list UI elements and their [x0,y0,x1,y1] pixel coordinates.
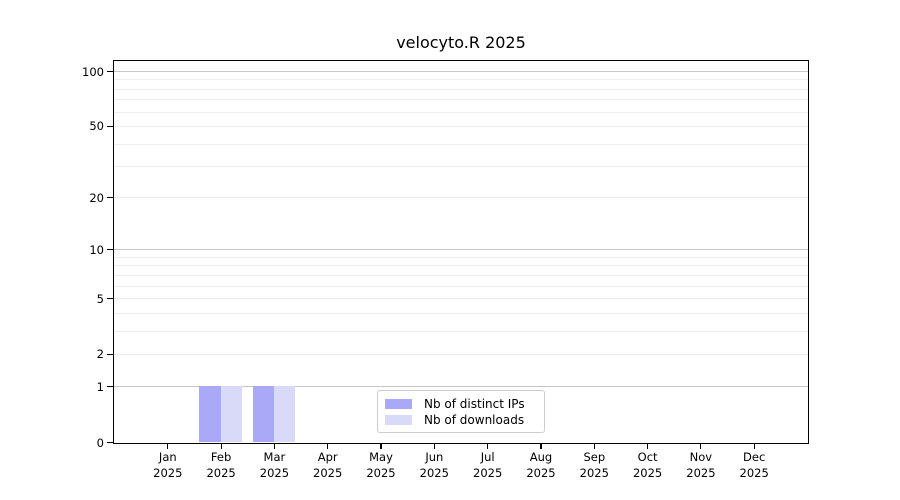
x-tick-label: Dec 2025 [739,450,769,480]
y-tick [107,353,113,355]
x-tick [327,444,329,449]
y-gridline-minor [114,165,808,167]
x-tick [700,444,702,449]
x-tick [487,444,489,449]
y-gridline-minor [114,99,808,101]
y-gridline-minor [114,143,808,145]
y-tick-label: 20 [89,190,104,205]
y-tick [107,249,113,251]
y-tick-label: 5 [96,291,104,306]
x-tick [380,444,382,449]
bar-downloads-feb [220,386,242,442]
legend-label-downloads: Nb of downloads [424,413,525,427]
bar-distinct-ips-mar [252,386,274,442]
x-tick [753,444,755,449]
y-gridline-minor [114,197,808,199]
x-tick [593,444,595,449]
y-tick-label: 100 [82,64,104,79]
y-gridline-minor [114,88,808,90]
y-gridline-minor [114,298,808,299]
chart-title: velocyto.R 2025 [396,33,526,52]
x-tick-label: Jan 2025 [153,450,183,480]
y-gridline-minor [114,330,808,332]
y-tick [107,297,113,300]
x-tick-label: Jul 2025 [473,450,503,480]
y-tick-label: 50 [89,119,104,134]
y-tick [107,197,113,199]
x-tick [540,444,542,449]
y-tick [107,441,113,444]
y-gridline-minor [114,79,808,81]
x-tick-label: Apr 2025 [313,450,343,480]
legend-label-distinct-ips: Nb of distinct IPs [424,397,525,411]
legend-swatch-downloads [385,415,412,425]
legend-item-distinct-ips: Nb of distinct IPs [385,397,535,411]
y-gridline-minor [114,256,808,258]
y-tick-label: 0 [96,435,104,450]
x-tick [273,444,276,449]
x-tick-label: Sep 2025 [579,450,609,480]
plot-area: Nb of distinct IPs Nb of downloads [113,60,809,444]
x-tick-label: Feb 2025 [206,450,236,480]
y-tick-label: 2 [96,347,104,362]
bar-downloads-mar [273,386,296,442]
y-tick-label: 10 [89,242,104,257]
legend-swatch-distinct-ips [385,399,412,409]
x-tick-label: May 2025 [366,450,396,480]
y-gridline-major [114,71,808,72]
y-tick [107,70,113,73]
y-gridline-minor [114,111,808,113]
y-tick [107,125,113,128]
bar-distinct-ips-feb [199,386,221,442]
x-tick-label: Mar 2025 [259,450,290,480]
x-tick [433,444,435,449]
x-tick [646,444,649,449]
x-tick-label: Nov 2025 [686,450,716,480]
y-gridline-minor [114,285,808,287]
x-tick-label: Jun 2025 [419,450,449,480]
y-gridline-major [114,386,808,388]
x-tick-label: Aug 2025 [526,450,556,480]
x-tick [220,444,222,449]
legend-item-downloads: Nb of downloads [385,413,535,427]
y-gridline-minor [114,353,808,355]
y-gridline-minor [114,125,808,127]
legend: Nb of distinct IPs Nb of downloads [377,390,545,433]
y-gridline-major [114,249,808,251]
x-tick [167,444,169,449]
y-gridline-minor [114,274,808,276]
y-gridline-minor [114,312,808,314]
y-gridline-minor [114,265,808,267]
y-tick-label: 1 [96,379,104,394]
y-tick [107,386,113,388]
x-tick-label: Oct 2025 [632,450,663,480]
